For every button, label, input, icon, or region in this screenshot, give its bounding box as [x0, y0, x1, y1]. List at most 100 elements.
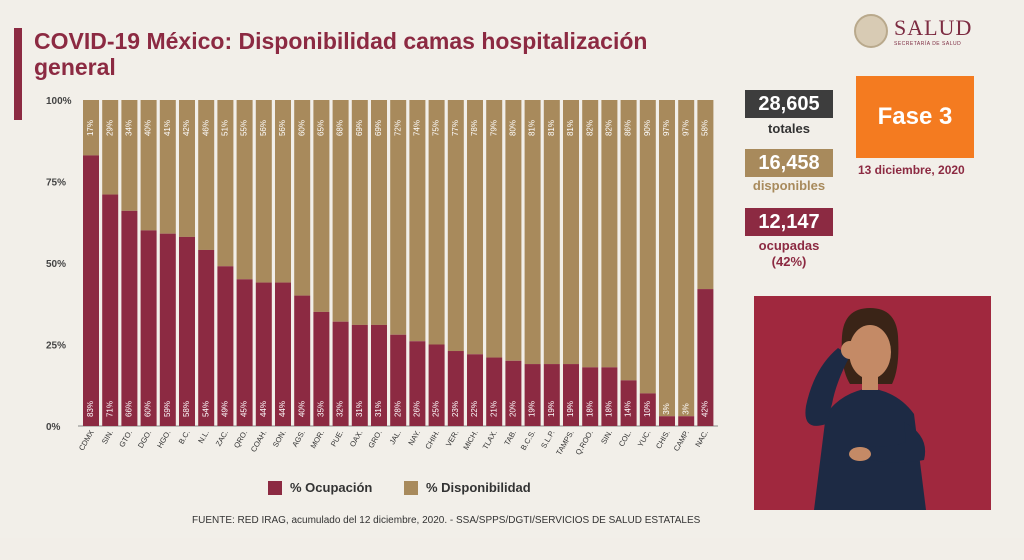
bar-ocupacion [659, 416, 675, 426]
bar-disponibilidad [582, 100, 599, 368]
bar-disponibilidad [447, 100, 464, 352]
bar-ocupacion [678, 416, 695, 426]
legend-label-ocupacion: % Ocupación [290, 480, 373, 495]
bar-disponibilidad [275, 100, 291, 283]
bar-ocupacion [543, 364, 560, 426]
category-label: NAY. [406, 429, 422, 447]
ocupacion-value-label: 20% [509, 401, 518, 417]
bar-disponibilidad [294, 100, 311, 296]
ocupacion-value-label: 31% [374, 401, 383, 417]
bar-disponibilidad [179, 100, 195, 237]
ocupacion-value-label: 42% [701, 401, 710, 417]
sign-language-interpreter-video [754, 296, 991, 510]
bar-ocupacion [505, 360, 522, 426]
disponibilidad-value-label: 69% [374, 120, 383, 136]
bar-ocupacion [140, 230, 157, 426]
source-note: FUENTE: RED IRAG, acumulado del 12 dicie… [192, 515, 701, 526]
disponibilidad-value-label: 82% [605, 120, 614, 136]
bar-disponibilidad [255, 100, 272, 283]
disponibilidad-value-label: 97% [662, 120, 671, 136]
disponibilidad-value-label: 34% [125, 120, 134, 136]
category-label: HGO. [155, 429, 172, 450]
category-label: Q.ROO. [574, 429, 595, 457]
bar-disponibilidad [563, 100, 579, 365]
category-label: COL. [617, 429, 634, 449]
bar-disponibilidad [601, 100, 618, 368]
bar-disponibilidad [697, 100, 714, 290]
bar-disponibilidad [83, 100, 99, 156]
ocupacion-value-label: 10% [643, 401, 652, 417]
occupancy-bar-chart: 0% 25% 50% 75% 100% 83% 17% CDMX 71% 29% SIN. 66% 34… [46, 96, 718, 457]
salud-logo: SALUD SECRETARÍA DE SALUD [854, 14, 972, 48]
category-label: B.C. [177, 429, 192, 446]
bar-ocupacion [313, 311, 330, 426]
bar-disponibilidad [524, 100, 541, 365]
category-label: GTO. [117, 429, 134, 449]
ocupacion-value-label: 3% [662, 403, 671, 415]
disponibilidad-value-label: 79% [489, 120, 498, 136]
interpreter-figure [805, 308, 926, 510]
legend-ocupacion: % Ocupación [268, 480, 372, 495]
category-label: DGO. [136, 429, 153, 450]
bar-ocupacion [467, 354, 483, 426]
bar-disponibilidad [505, 100, 522, 361]
bar-ocupacion [486, 357, 503, 426]
ocupacion-value-label: 45% [240, 401, 249, 417]
disponibilidad-value-label: 72% [393, 120, 402, 136]
bar-disponibilidad [159, 100, 176, 234]
bar-ocupacion [294, 295, 311, 426]
disponibilidad-value-label: 78% [470, 120, 479, 136]
category-label: QRO. [232, 429, 249, 450]
category-label: MOR. [309, 429, 327, 450]
bar-disponibilidad [236, 100, 253, 280]
disponibilidad-value-label: 68% [336, 120, 345, 136]
ocupacion-value-label: 19% [528, 401, 537, 417]
ocupacion-value-label: 21% [489, 401, 498, 417]
legend-swatch-disponibilidad [404, 480, 418, 495]
bar-ocupacion [371, 324, 387, 426]
bar-ocupacion [351, 324, 368, 426]
bar-disponibilidad [543, 100, 560, 365]
disponibilidad-value-label: 29% [105, 120, 114, 136]
logo-text: SALUD [894, 15, 973, 40]
bar-disponibilidad [351, 100, 368, 325]
bar-disponibilidad [313, 100, 330, 312]
y-tick-label: 25% [46, 341, 66, 352]
disponibilidad-value-label: 81% [547, 120, 556, 136]
ocupacion-value-label: 58% [182, 401, 191, 417]
category-label: MICH. [461, 429, 479, 452]
ocupacion-value-label: 28% [393, 401, 402, 417]
category-label: B.C.S. [519, 429, 538, 452]
bar-disponibilidad [620, 100, 637, 381]
ocupacion-value-label: 49% [221, 401, 230, 417]
disponibilidad-value-label: 80% [509, 120, 518, 136]
bar-ocupacion [121, 210, 138, 426]
ocupacion-value-label: 44% [278, 401, 287, 417]
disponibilidad-value-label: 97% [681, 120, 690, 136]
category-label: CHIH. [423, 429, 441, 451]
category-label: VER. [444, 429, 461, 449]
ocupadas-label: ocupadas [758, 238, 820, 253]
y-tick-label: 100% [46, 96, 72, 107]
disponibilidad-value-label: 81% [566, 120, 575, 136]
bar-disponibilidad [121, 100, 138, 211]
bar-ocupacion [524, 364, 541, 426]
ocupacion-value-label: 31% [355, 401, 364, 417]
disponibilidad-value-label: 41% [163, 120, 172, 136]
disponibilidad-value-label: 40% [144, 120, 153, 136]
category-label: TLAX. [481, 429, 499, 452]
ocupacion-value-label: 26% [413, 401, 422, 417]
report-date: 13 diciembre, 2020 [858, 163, 965, 177]
bar-disponibilidad [332, 100, 349, 322]
title-accent-bar [14, 28, 22, 120]
ocupadas-value: 12,147 [745, 208, 833, 236]
disponibilidad-value-label: 60% [297, 120, 306, 136]
ocupacion-value-label: 19% [547, 401, 556, 417]
bar-disponibilidad [409, 100, 426, 342]
fase-badge: Fase 3 [856, 76, 974, 158]
category-label: OAX. [348, 429, 365, 449]
ocupacion-value-label: 71% [105, 401, 114, 417]
ocupacion-value-label: 14% [624, 401, 633, 417]
category-label: SON. [271, 429, 288, 449]
disponibilidad-value-label: 75% [432, 120, 441, 136]
